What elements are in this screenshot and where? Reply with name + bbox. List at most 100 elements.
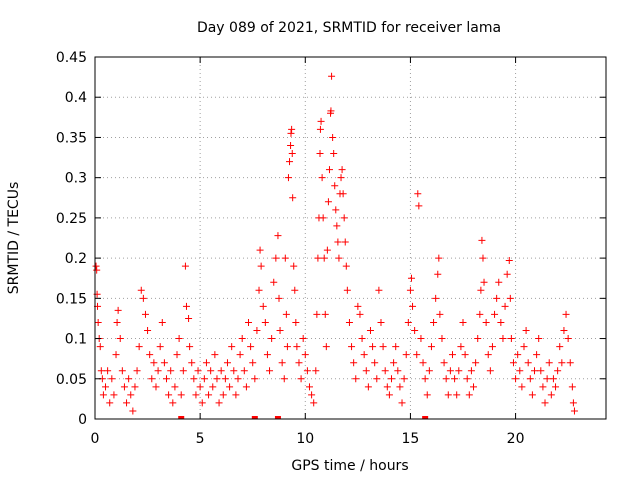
data-point bbox=[282, 310, 290, 318]
data-point bbox=[280, 375, 288, 383]
data-point bbox=[491, 310, 499, 318]
data-point bbox=[299, 335, 307, 343]
data-point bbox=[541, 399, 549, 407]
data-point bbox=[340, 214, 348, 222]
data-point bbox=[434, 270, 442, 278]
data-point bbox=[240, 367, 248, 375]
data-point bbox=[549, 375, 557, 383]
axis-ticks bbox=[94, 56, 606, 420]
data-point bbox=[477, 286, 485, 294]
data-point bbox=[518, 383, 526, 391]
data-point bbox=[524, 359, 532, 367]
data-point bbox=[313, 310, 321, 318]
y-tick-label: 0.45 bbox=[56, 50, 87, 66]
data-point bbox=[366, 327, 374, 335]
data-point bbox=[152, 383, 160, 391]
data-point bbox=[278, 359, 286, 367]
data-point bbox=[316, 150, 324, 158]
data-point bbox=[407, 274, 415, 282]
data-point bbox=[287, 129, 295, 137]
data-point bbox=[338, 166, 346, 174]
data-point bbox=[493, 294, 501, 302]
data-point bbox=[249, 359, 257, 367]
data-point bbox=[531, 367, 539, 375]
data-point bbox=[388, 375, 396, 383]
data-point bbox=[127, 391, 135, 399]
data-point bbox=[461, 351, 469, 359]
data-point bbox=[343, 286, 351, 294]
data-point bbox=[213, 375, 221, 383]
data-point bbox=[186, 343, 194, 351]
y-tick-label: 0.3 bbox=[65, 171, 87, 187]
data-point bbox=[283, 343, 291, 351]
data-point bbox=[497, 318, 505, 326]
baseline-marker bbox=[178, 416, 185, 419]
data-point bbox=[552, 383, 560, 391]
data-point bbox=[251, 375, 259, 383]
data-point bbox=[211, 351, 219, 359]
data-point bbox=[390, 359, 398, 367]
data-point bbox=[457, 343, 465, 351]
data-point bbox=[543, 375, 551, 383]
data-point bbox=[421, 375, 429, 383]
data-point bbox=[438, 335, 446, 343]
y-tick-label: 0.1 bbox=[65, 332, 87, 348]
data-point bbox=[381, 367, 389, 375]
data-point bbox=[512, 375, 520, 383]
x-tick-label: 5 bbox=[196, 431, 205, 447]
data-point bbox=[522, 327, 530, 335]
data-point bbox=[148, 375, 156, 383]
data-point bbox=[446, 367, 454, 375]
data-point bbox=[569, 399, 577, 407]
data-point bbox=[427, 343, 435, 351]
data-point bbox=[560, 327, 568, 335]
data-point bbox=[455, 367, 463, 375]
data-point bbox=[154, 367, 162, 375]
data-point bbox=[465, 391, 473, 399]
data-point bbox=[93, 266, 101, 274]
x-tick-label: 0 bbox=[91, 431, 100, 447]
data-point bbox=[292, 318, 300, 326]
data-point bbox=[162, 375, 170, 383]
data-point bbox=[392, 343, 400, 351]
data-point bbox=[207, 367, 215, 375]
data-point bbox=[284, 174, 292, 182]
data-point bbox=[406, 286, 414, 294]
data-point bbox=[182, 302, 190, 310]
data-point bbox=[436, 310, 444, 318]
data-point bbox=[341, 238, 349, 246]
data-point bbox=[179, 367, 187, 375]
data-point bbox=[200, 375, 208, 383]
data-point bbox=[333, 222, 341, 230]
data-point bbox=[479, 254, 487, 262]
data-point bbox=[451, 375, 459, 383]
y-tick-label: 0.15 bbox=[56, 291, 87, 307]
grid-lines bbox=[95, 57, 606, 419]
data-point bbox=[507, 335, 515, 343]
data-point bbox=[137, 286, 145, 294]
data-point bbox=[348, 343, 356, 351]
data-point bbox=[509, 359, 517, 367]
data-point bbox=[526, 375, 534, 383]
data-point bbox=[177, 391, 185, 399]
data-point bbox=[232, 391, 240, 399]
data-point bbox=[545, 359, 553, 367]
data-point bbox=[332, 206, 340, 214]
data-point bbox=[321, 310, 329, 318]
data-point bbox=[96, 343, 104, 351]
data-point bbox=[238, 335, 246, 343]
data-point bbox=[352, 375, 360, 383]
data-point bbox=[257, 262, 265, 270]
data-point bbox=[566, 359, 574, 367]
data-point bbox=[470, 383, 478, 391]
data-point bbox=[129, 407, 137, 415]
data-point bbox=[570, 407, 578, 415]
data-point bbox=[114, 306, 122, 314]
data-point bbox=[202, 359, 210, 367]
data-point bbox=[486, 367, 494, 375]
data-point bbox=[394, 367, 402, 375]
baseline-marker bbox=[274, 416, 281, 419]
data-point bbox=[345, 318, 353, 326]
data-point bbox=[106, 399, 114, 407]
